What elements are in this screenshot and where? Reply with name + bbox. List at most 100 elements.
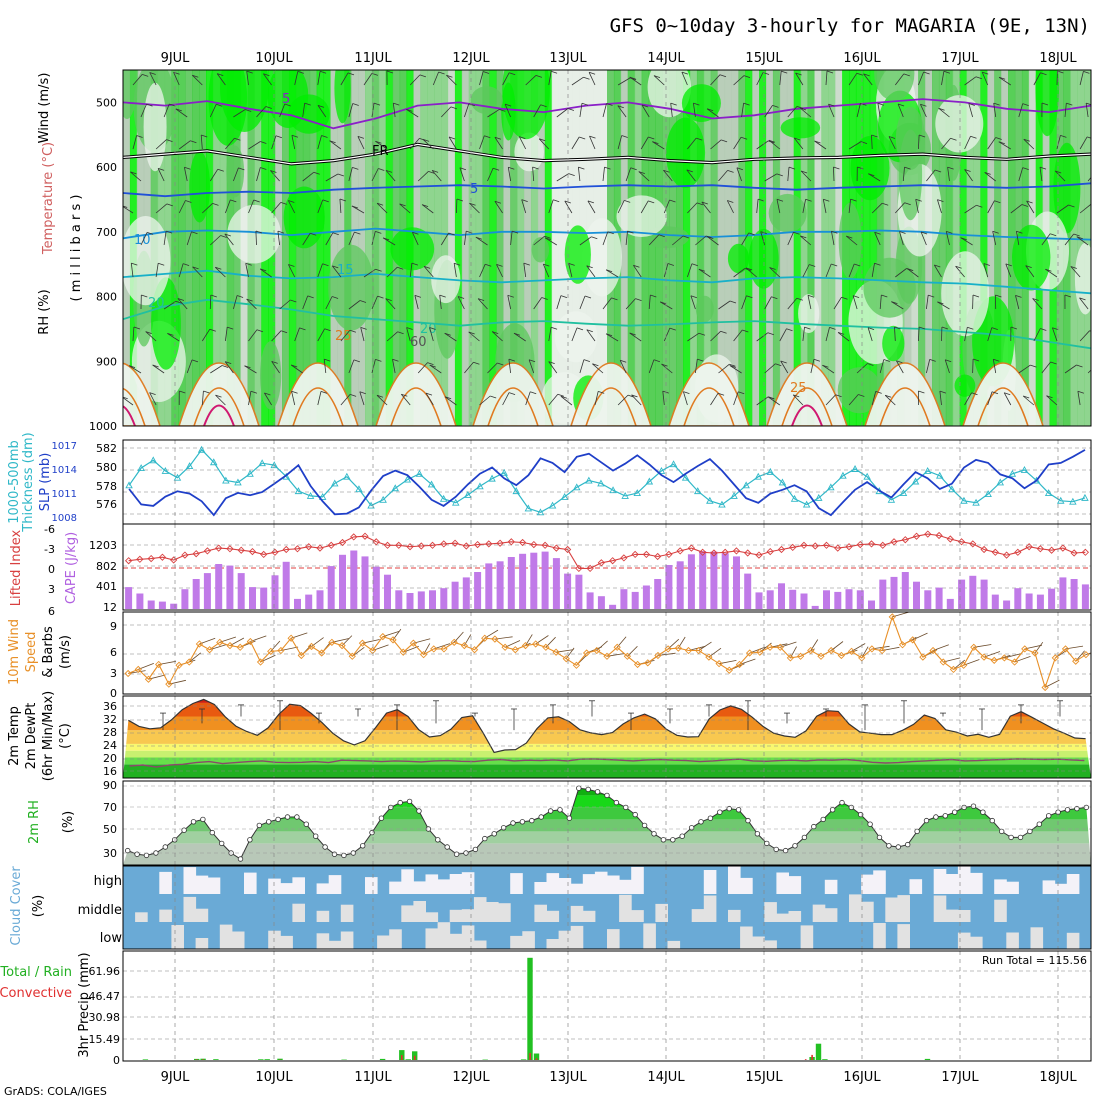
rh-stripe: [814, 70, 822, 426]
wind-speed-point: [623, 652, 632, 660]
cape-bar: [564, 573, 572, 609]
wind-barb-flag: [607, 231, 614, 235]
isotherm-25: [487, 387, 539, 426]
wind-barb: [779, 328, 787, 342]
wind-barb-flag: [653, 359, 661, 363]
cloud-cell: [764, 940, 777, 949]
wind-barb-flag: [130, 171, 137, 175]
wind-barb: [602, 103, 607, 118]
wind-barb-flag: [280, 330, 288, 334]
rh-stripe: [551, 70, 560, 426]
thickness-point: [1044, 489, 1053, 496]
cloud-cell: [195, 908, 209, 922]
wind-barb: [1087, 369, 1091, 374]
wind-barb: [429, 327, 434, 342]
wind-barb-flag: [184, 166, 191, 170]
rh-point: [529, 817, 535, 824]
wind-barb-flag: [412, 231, 419, 235]
wind-barb: [422, 139, 434, 150]
wind-barb: [1003, 392, 1012, 406]
wind-barb: [392, 103, 396, 118]
thickness-point: [209, 458, 218, 466]
wind-barb-flag: [971, 392, 978, 396]
wind-barb: [277, 231, 280, 246]
wind-barb-flag: [337, 173, 345, 177]
cloud-cell: [473, 897, 487, 922]
wind-barb: [899, 231, 904, 246]
cloud-cell: [861, 874, 874, 894]
cloud-cell: [1066, 932, 1080, 949]
wind-barb-flag: [883, 359, 890, 362]
wind-barb: [568, 263, 573, 278]
wind-barb-flag: [833, 166, 840, 170]
wind-barb-flag: [788, 166, 796, 170]
dewpoint-line: [129, 758, 1085, 768]
wind-barb: [1054, 170, 1066, 182]
precip-bar: [405, 1059, 411, 1060]
contour-label: 10: [134, 233, 151, 248]
thickness-point: [887, 495, 896, 503]
wind-barb-flag: [605, 269, 613, 273]
rh-stripe: [309, 70, 318, 426]
wind-barb-flag: [606, 103, 613, 106]
wind-speed-line: [127, 615, 1087, 690]
cloud-cell: [728, 909, 741, 922]
wind-barb: [325, 296, 333, 310]
wind-speed-point: [267, 647, 275, 655]
wind-barb: [145, 331, 157, 342]
wind-speed-point: [348, 652, 356, 660]
rh-patch: [151, 277, 181, 370]
cape-bar: [868, 600, 875, 609]
rh-point: [970, 803, 977, 809]
wind-barb: [340, 394, 351, 406]
wind-barb-flag: [253, 199, 260, 203]
wind-barb: [640, 136, 649, 150]
wind-barb: [964, 136, 971, 150]
cloud-layer-label: high: [94, 874, 122, 889]
wind-barb-flag: [1086, 136, 1091, 139]
wind-barb: [825, 327, 830, 342]
wind-barb-flag: [245, 109, 252, 112]
rh-patch: [780, 117, 821, 139]
rh-stripe: [932, 70, 940, 426]
y-tick-label: 1000: [89, 420, 117, 433]
wind-barb: [453, 263, 457, 278]
rh-point: [1045, 813, 1052, 819]
cloud-layer-label: middle: [78, 903, 122, 918]
cloud-cell: [957, 910, 971, 922]
cape-bar: [733, 556, 740, 609]
cloud-cell: [340, 931, 354, 949]
wind-barb-flag: [586, 329, 593, 333]
wind-barb: [710, 392, 719, 406]
wind-barb: [271, 330, 282, 342]
thickness-point: [984, 490, 992, 497]
wind-barb: [698, 268, 711, 278]
wind-barb-flag: [560, 395, 568, 399]
isotherm-5: [123, 182, 1091, 198]
wind-barb: [877, 103, 881, 118]
wind-barb: [302, 103, 306, 118]
wind-barb-flag: [250, 390, 258, 394]
cape-bar: [136, 593, 144, 609]
wind-barb-flag: [1023, 138, 1030, 142]
wind-barb-flag: [535, 75, 543, 78]
li-point: [192, 550, 200, 558]
wind-barb-flag: [375, 231, 382, 234]
rh-patch: [390, 227, 435, 271]
wind-barb: [625, 298, 636, 310]
wind-barb: [348, 359, 355, 374]
cloud-cell: [1006, 932, 1019, 949]
ylabel-wind: Wind (m/s): [37, 73, 52, 144]
wind-barb-flag: [507, 294, 514, 298]
rh-point: [143, 852, 150, 859]
wind-barb: [941, 71, 945, 86]
wind-barb-flag: [915, 198, 922, 202]
li-line: [128, 533, 1086, 569]
rh-point: [576, 785, 582, 791]
wind-barb-flag: [727, 170, 734, 173]
wind-barb: [399, 203, 411, 214]
wind-barb: [302, 295, 309, 310]
wind-barb-flag: [941, 326, 949, 330]
rh-point: [585, 786, 591, 793]
wind-barb: [741, 103, 744, 118]
